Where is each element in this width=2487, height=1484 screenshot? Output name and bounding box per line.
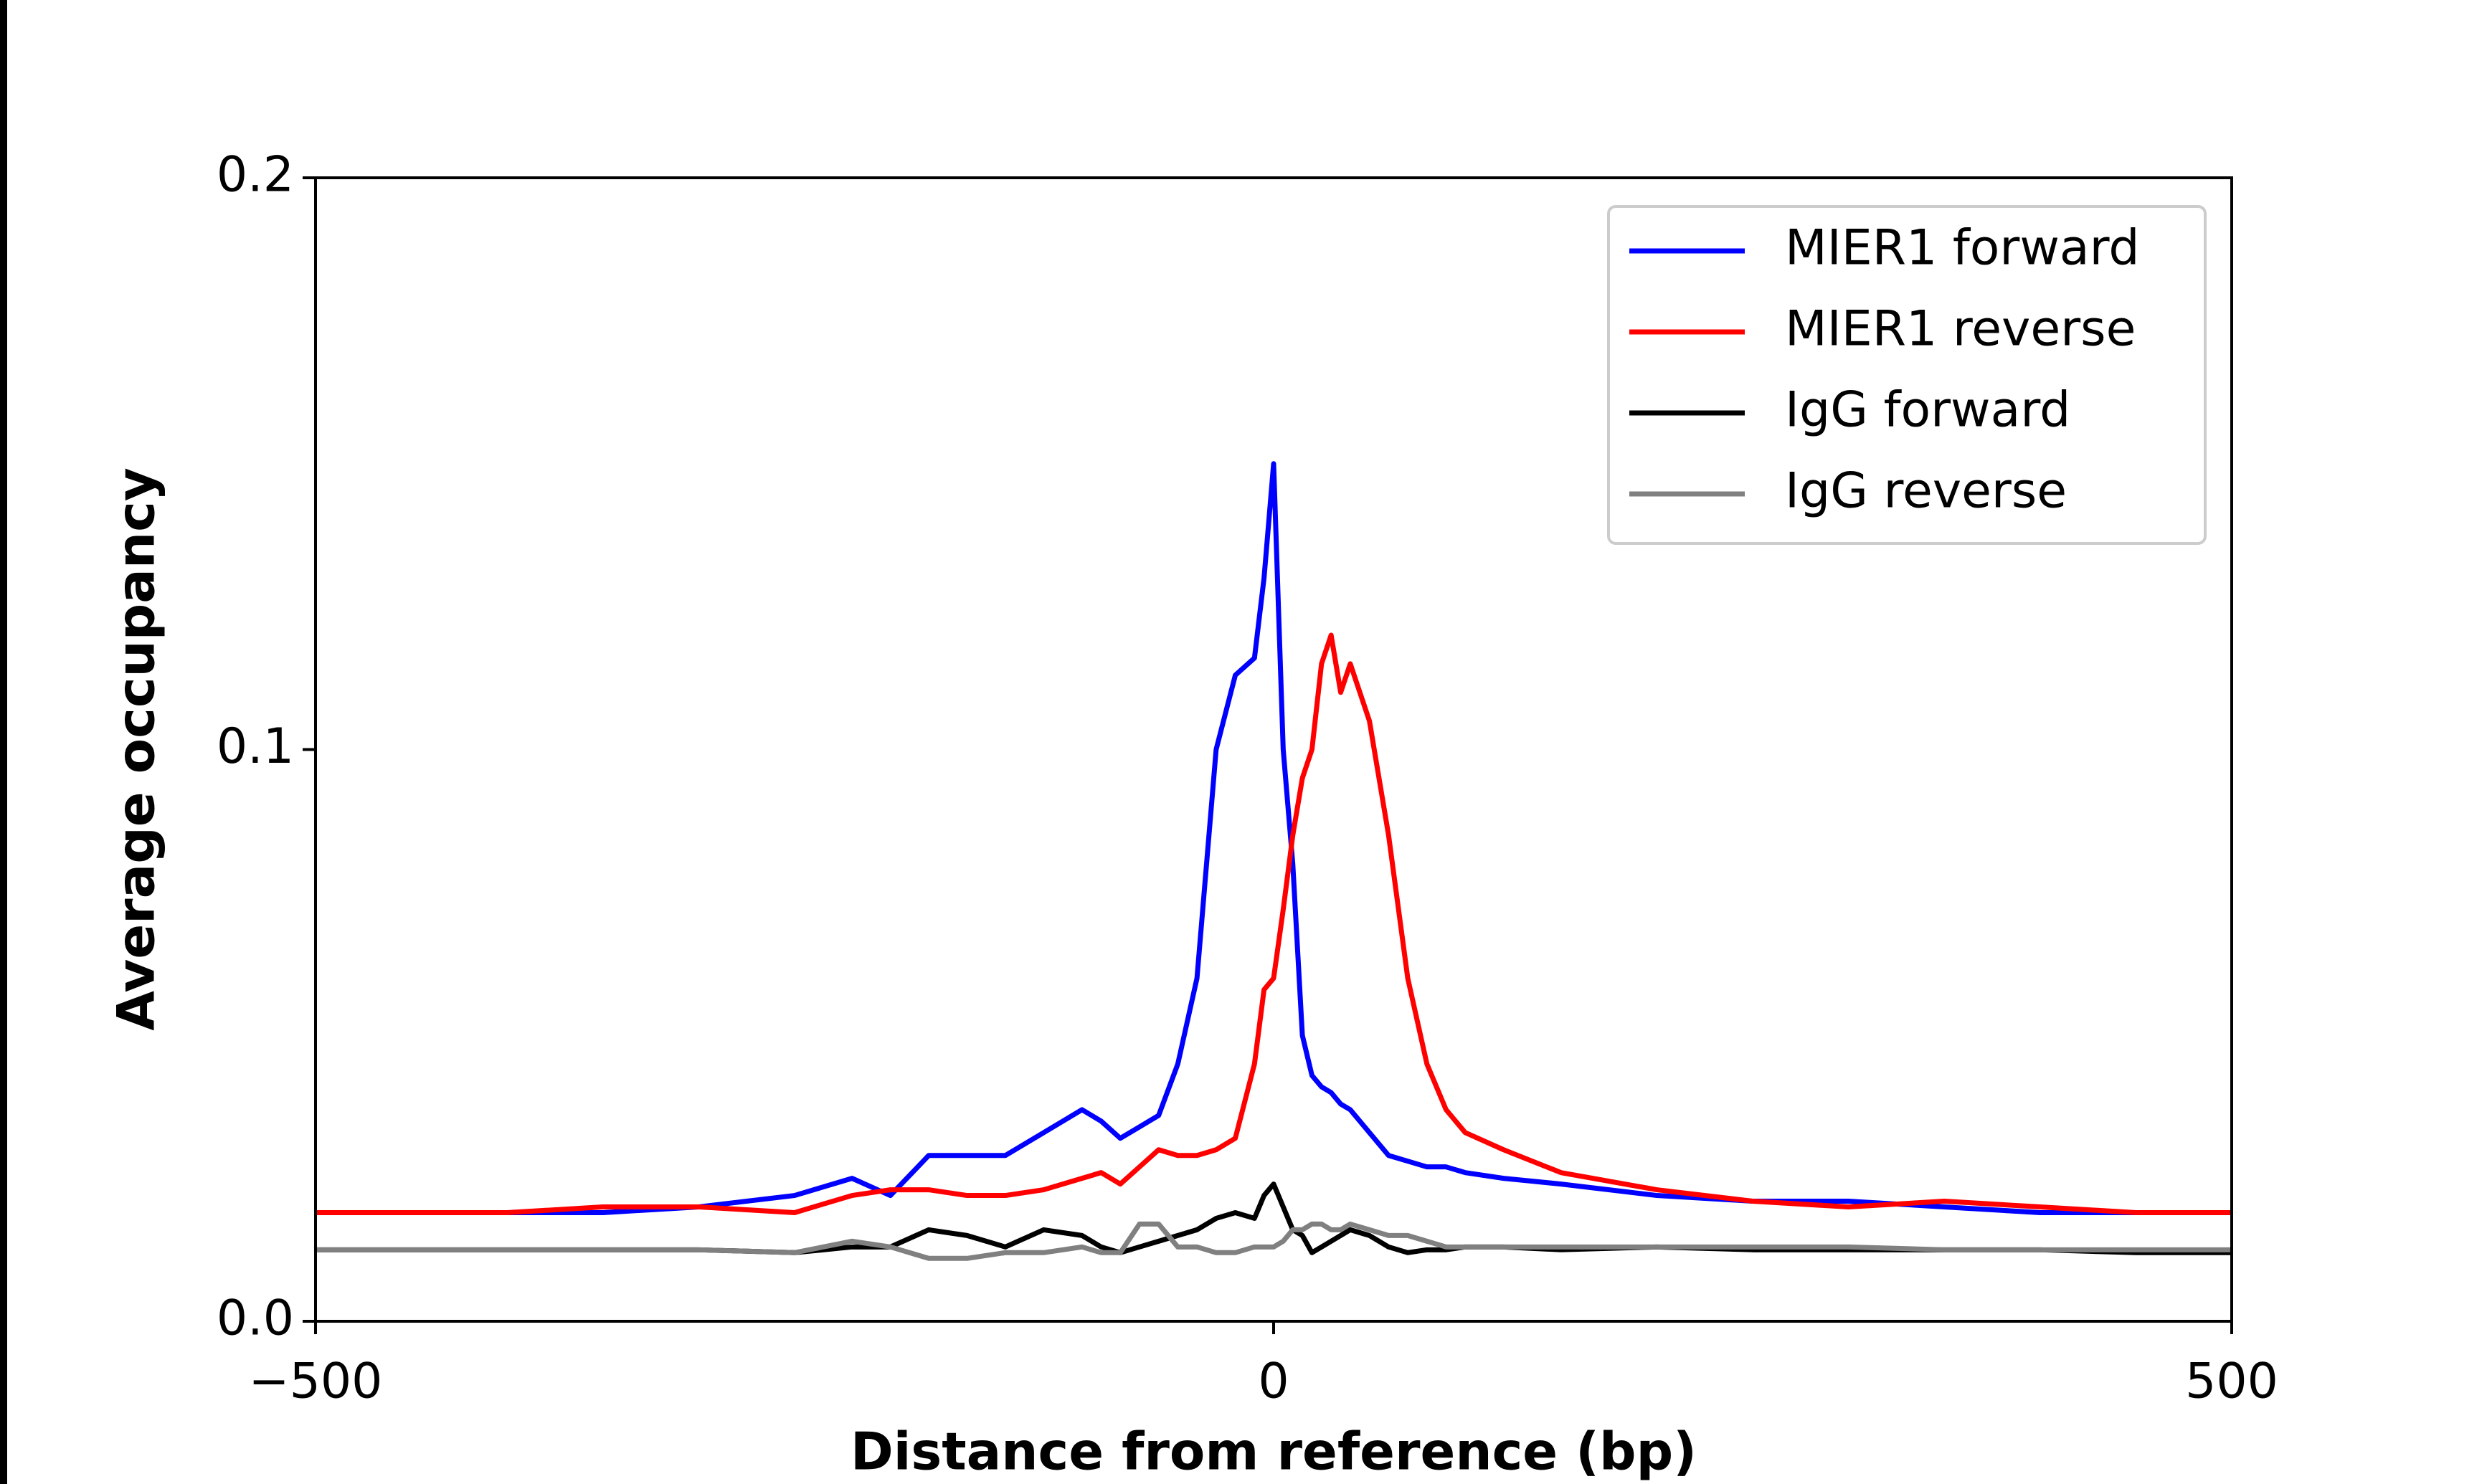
x-tick-label: 500	[2185, 1354, 2278, 1410]
data-line	[316, 461, 2232, 1215]
legend-label: MIER1 forward	[1785, 220, 2140, 277]
data-line	[316, 1181, 2232, 1255]
x-axis-label: Distance from reference (bp)	[851, 1422, 1697, 1482]
left-edge	[0, 0, 7, 1484]
legend-label: IgG reverse	[1785, 463, 2067, 520]
y-axis-label: Average occupancy	[106, 467, 166, 1031]
x-tick-label: 0	[1258, 1354, 1289, 1410]
y-tick-label: 0.2	[217, 147, 294, 204]
legend-label: MIER1 reverse	[1785, 301, 2136, 358]
data-line	[316, 632, 2232, 1215]
legend-box	[1607, 205, 2207, 545]
legend-label: IgG forward	[1785, 382, 2070, 439]
data-line	[316, 1221, 2232, 1261]
y-tick-label: 0.1	[217, 718, 294, 775]
y-tick-label: 0.0	[217, 1290, 294, 1347]
x-tick-label: −500	[249, 1354, 383, 1410]
